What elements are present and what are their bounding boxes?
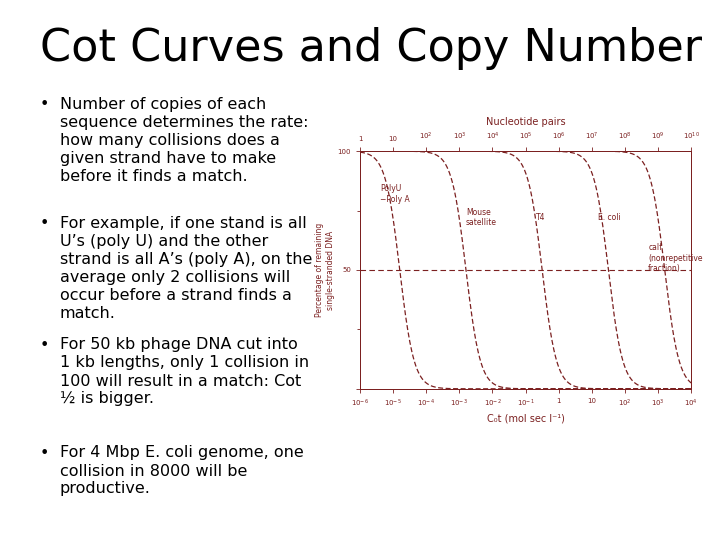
- Text: •: •: [40, 216, 49, 231]
- Text: Number of copies of each
sequence determines the rate:
how many collisions does : Number of copies of each sequence determ…: [60, 97, 308, 184]
- Text: •: •: [40, 338, 49, 353]
- X-axis label: C₀t (mol sec l⁻¹): C₀t (mol sec l⁻¹): [487, 413, 564, 423]
- Y-axis label: Percentage of remaining
single-stranded DNA: Percentage of remaining single-stranded …: [315, 223, 335, 317]
- Text: For 50 kb phage DNA cut into
1 kb lengths, only 1 collision in
100 will result i: For 50 kb phage DNA cut into 1 kb length…: [60, 338, 309, 407]
- Text: For example, if one stand is all
U’s (poly U) and the other
strand is all A’s (p: For example, if one stand is all U’s (po…: [60, 216, 312, 321]
- Text: Mouse
satellite: Mouse satellite: [466, 208, 497, 227]
- Text: Cot Curves and Copy Number: Cot Curves and Copy Number: [40, 27, 702, 70]
- X-axis label: Nucleotide pairs: Nucleotide pairs: [486, 117, 565, 127]
- Text: For 4 Mbp E. coli genome, one
collision in 8000 will be
productive.: For 4 Mbp E. coli genome, one collision …: [60, 446, 304, 496]
- Text: calf
(nonrepetitive
fraction): calf (nonrepetitive fraction): [648, 243, 703, 273]
- Text: T4: T4: [536, 213, 545, 222]
- Text: •: •: [40, 97, 49, 112]
- Text: •: •: [40, 446, 49, 461]
- Text: PolyU
−Poly A: PolyU −Poly A: [380, 184, 410, 204]
- Text: E. coli: E. coli: [598, 213, 621, 222]
